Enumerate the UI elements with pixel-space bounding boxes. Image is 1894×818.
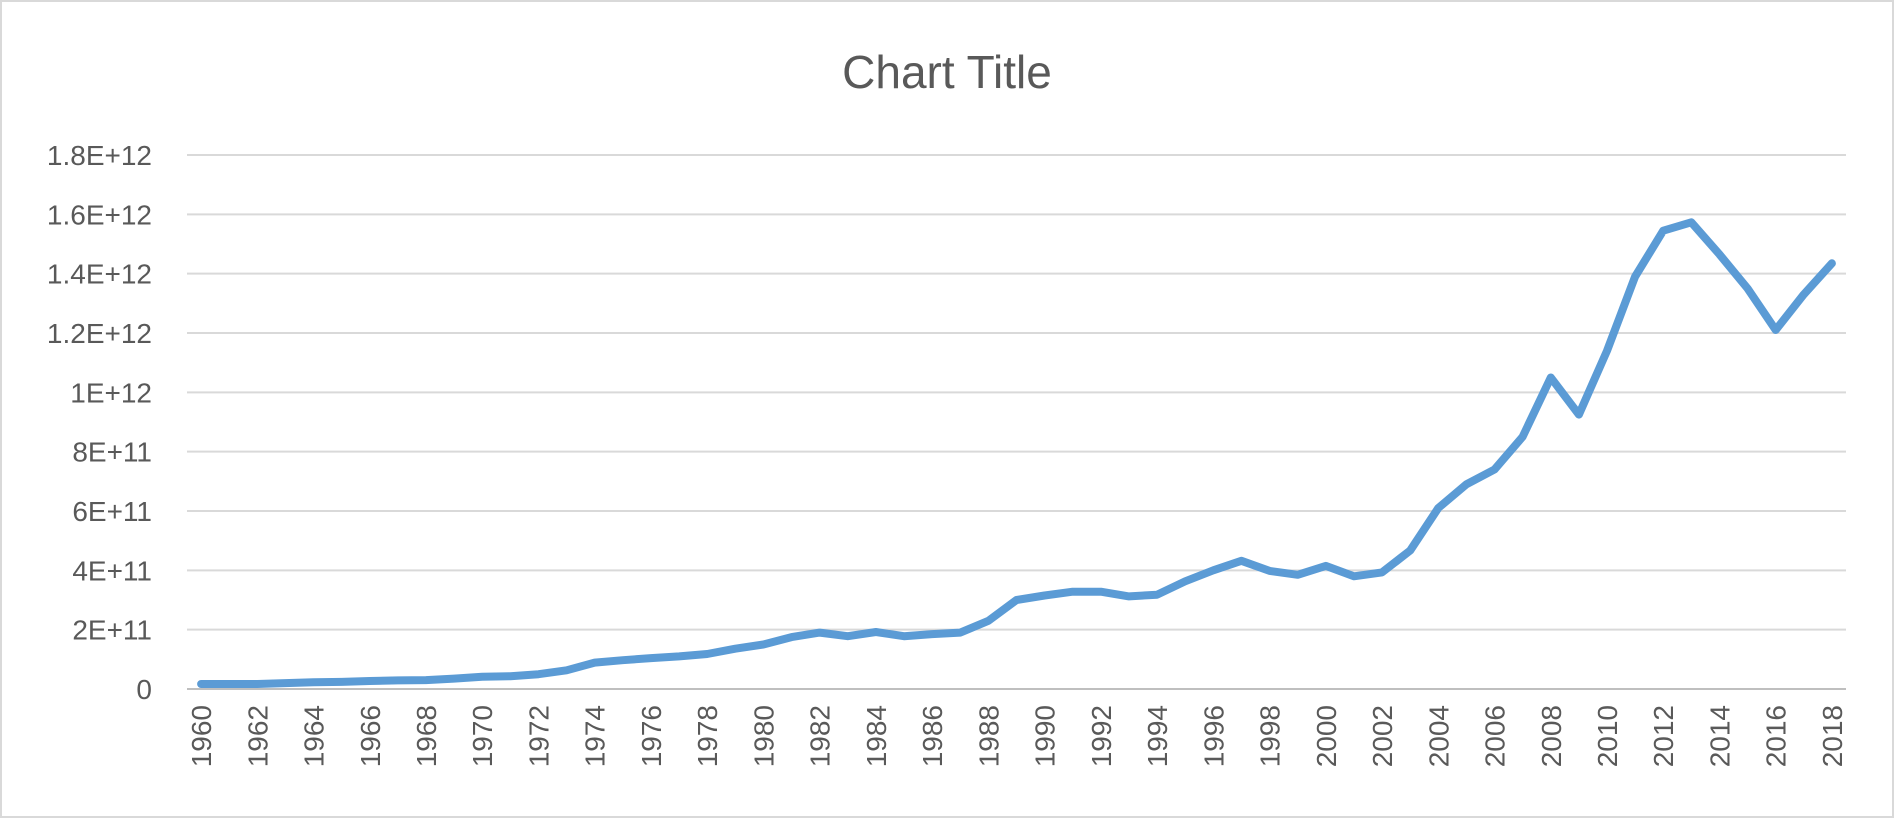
x-tick-label: 1966 (355, 705, 386, 767)
x-axis-ticks: 1960 1962 1964 1966 1968 1970 1972 1974 1976 1978… (186, 705, 1848, 767)
y-tick-label: 4E+11 (72, 555, 152, 586)
x-tick-label: 1988 (973, 705, 1004, 767)
x-tick-label: 1976 (636, 705, 667, 767)
x-tick-label: 2018 (1817, 705, 1848, 767)
series-line (197, 218, 1836, 688)
x-tick-label: 2002 (1367, 705, 1398, 767)
y-tick-label: 1.8E+12 (47, 140, 152, 171)
x-tick-label: 1986 (917, 705, 948, 767)
y-tick-label: 6E+11 (72, 496, 152, 527)
x-tick-label: 1990 (1030, 705, 1061, 767)
x-tick-label: 1994 (1142, 705, 1173, 767)
y-tick-label: 1.4E+12 (47, 259, 152, 290)
x-tick-label: 2004 (1423, 705, 1454, 767)
x-tick-label: 2010 (1592, 705, 1623, 767)
x-tick-label: 1972 (523, 705, 554, 767)
x-tick-label: 2014 (1704, 705, 1735, 767)
x-tick-label: 2006 (1480, 705, 1511, 767)
x-tick-label: 1960 (186, 705, 217, 767)
x-tick-label: 1998 (1255, 705, 1286, 767)
series-layer (197, 218, 1836, 688)
y-tick-label: 8E+11 (72, 437, 152, 468)
x-tick-label: 1978 (692, 705, 723, 767)
x-tick-label: 1970 (467, 705, 498, 767)
chart-title: Chart Title (842, 46, 1052, 98)
y-tick-label: 0 (136, 674, 152, 705)
x-tick-label: 1962 (242, 705, 273, 767)
x-tick-label: 1980 (748, 705, 779, 767)
x-tick-label: 1964 (299, 705, 330, 767)
y-tick-label: 1.2E+12 (47, 318, 152, 349)
y-tick-label: 1E+12 (70, 377, 152, 408)
x-tick-label: 1992 (1086, 705, 1117, 767)
x-tick-label: 1974 (580, 705, 611, 767)
gridlines (187, 154, 1846, 631)
x-tick-label: 1996 (1198, 705, 1229, 767)
x-tick-label: 2012 (1648, 705, 1679, 767)
x-tick-label: 2008 (1536, 705, 1567, 767)
y-tick-label: 2E+11 (72, 615, 152, 646)
x-tick-label: 1984 (861, 705, 892, 767)
x-tick-label: 1982 (805, 705, 836, 767)
x-tick-label: 2016 (1761, 705, 1792, 767)
x-tick-label: 1968 (411, 705, 442, 767)
y-tick-label: 1.6E+12 (47, 199, 152, 230)
y-axis-ticks: 0 2E+11 4E+11 6E+11 8E+11 1E+12 1.2E+12 1.4E+12… (47, 140, 152, 705)
x-tick-label: 2000 (1311, 705, 1342, 767)
